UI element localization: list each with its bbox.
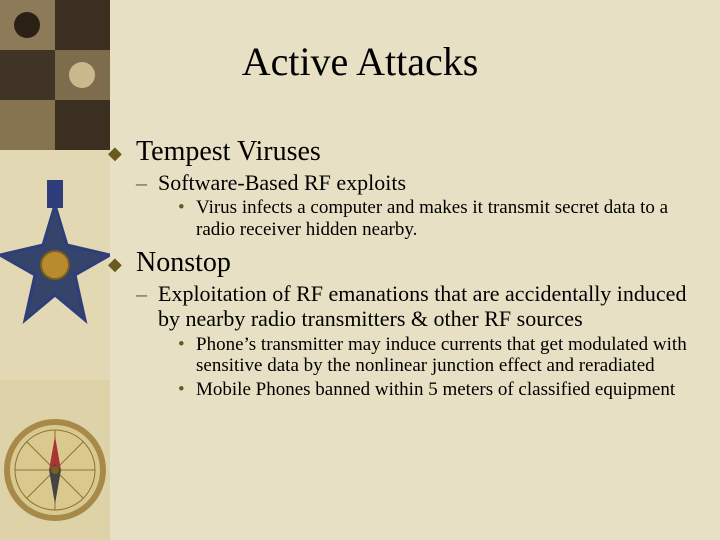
bullet-l3: Virus infects a computer and makes it tr…	[178, 197, 688, 241]
bullet-l1: Tempest Viruses	[108, 136, 688, 168]
slide-body: Tempest Viruses Software-Based RF exploi…	[108, 130, 688, 403]
bullet-l2: Software-Based RF exploits	[136, 170, 688, 195]
bullet-l3: Mobile Phones banned within 5 meters of …	[178, 379, 688, 401]
slide-title: Active Attacks	[0, 38, 720, 85]
bullet-l2: Exploitation of RF emanations that are a…	[136, 281, 688, 332]
bullet-l1: Nonstop	[108, 247, 688, 279]
bullet-l3: Phone’s transmitter may induce currents …	[178, 334, 688, 378]
compass-icon	[7, 422, 103, 518]
